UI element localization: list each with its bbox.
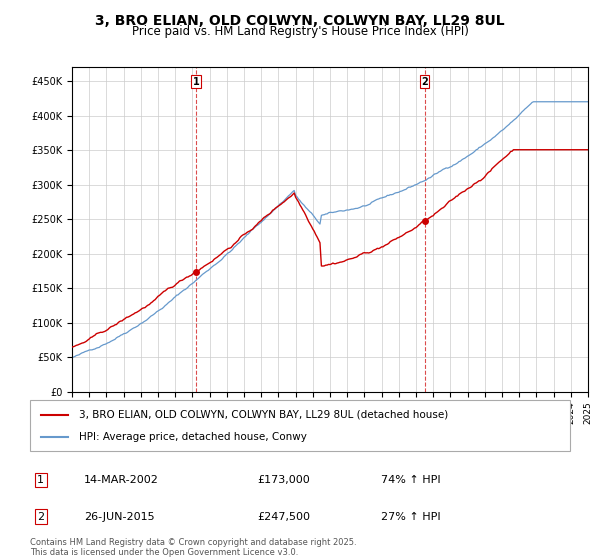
- Text: 3, BRO ELIAN, OLD COLWYN, COLWYN BAY, LL29 8UL: 3, BRO ELIAN, OLD COLWYN, COLWYN BAY, LL…: [95, 14, 505, 28]
- Text: Price paid vs. HM Land Registry's House Price Index (HPI): Price paid vs. HM Land Registry's House …: [131, 25, 469, 38]
- Text: £173,000: £173,000: [257, 475, 310, 485]
- Text: 1: 1: [37, 475, 44, 485]
- Text: 14-MAR-2002: 14-MAR-2002: [84, 475, 159, 485]
- Text: 2: 2: [421, 77, 428, 87]
- Text: HPI: Average price, detached house, Conwy: HPI: Average price, detached house, Conw…: [79, 432, 307, 442]
- Text: 26-JUN-2015: 26-JUN-2015: [84, 512, 155, 521]
- Text: £247,500: £247,500: [257, 512, 310, 521]
- Text: Contains HM Land Registry data © Crown copyright and database right 2025.
This d: Contains HM Land Registry data © Crown c…: [30, 538, 356, 557]
- Text: 3, BRO ELIAN, OLD COLWYN, COLWYN BAY, LL29 8UL (detached house): 3, BRO ELIAN, OLD COLWYN, COLWYN BAY, LL…: [79, 409, 448, 419]
- Text: 27% ↑ HPI: 27% ↑ HPI: [381, 512, 440, 521]
- Text: 2: 2: [37, 512, 44, 521]
- Text: 74% ↑ HPI: 74% ↑ HPI: [381, 475, 440, 485]
- Text: 1: 1: [193, 77, 199, 87]
- FancyBboxPatch shape: [30, 400, 570, 451]
